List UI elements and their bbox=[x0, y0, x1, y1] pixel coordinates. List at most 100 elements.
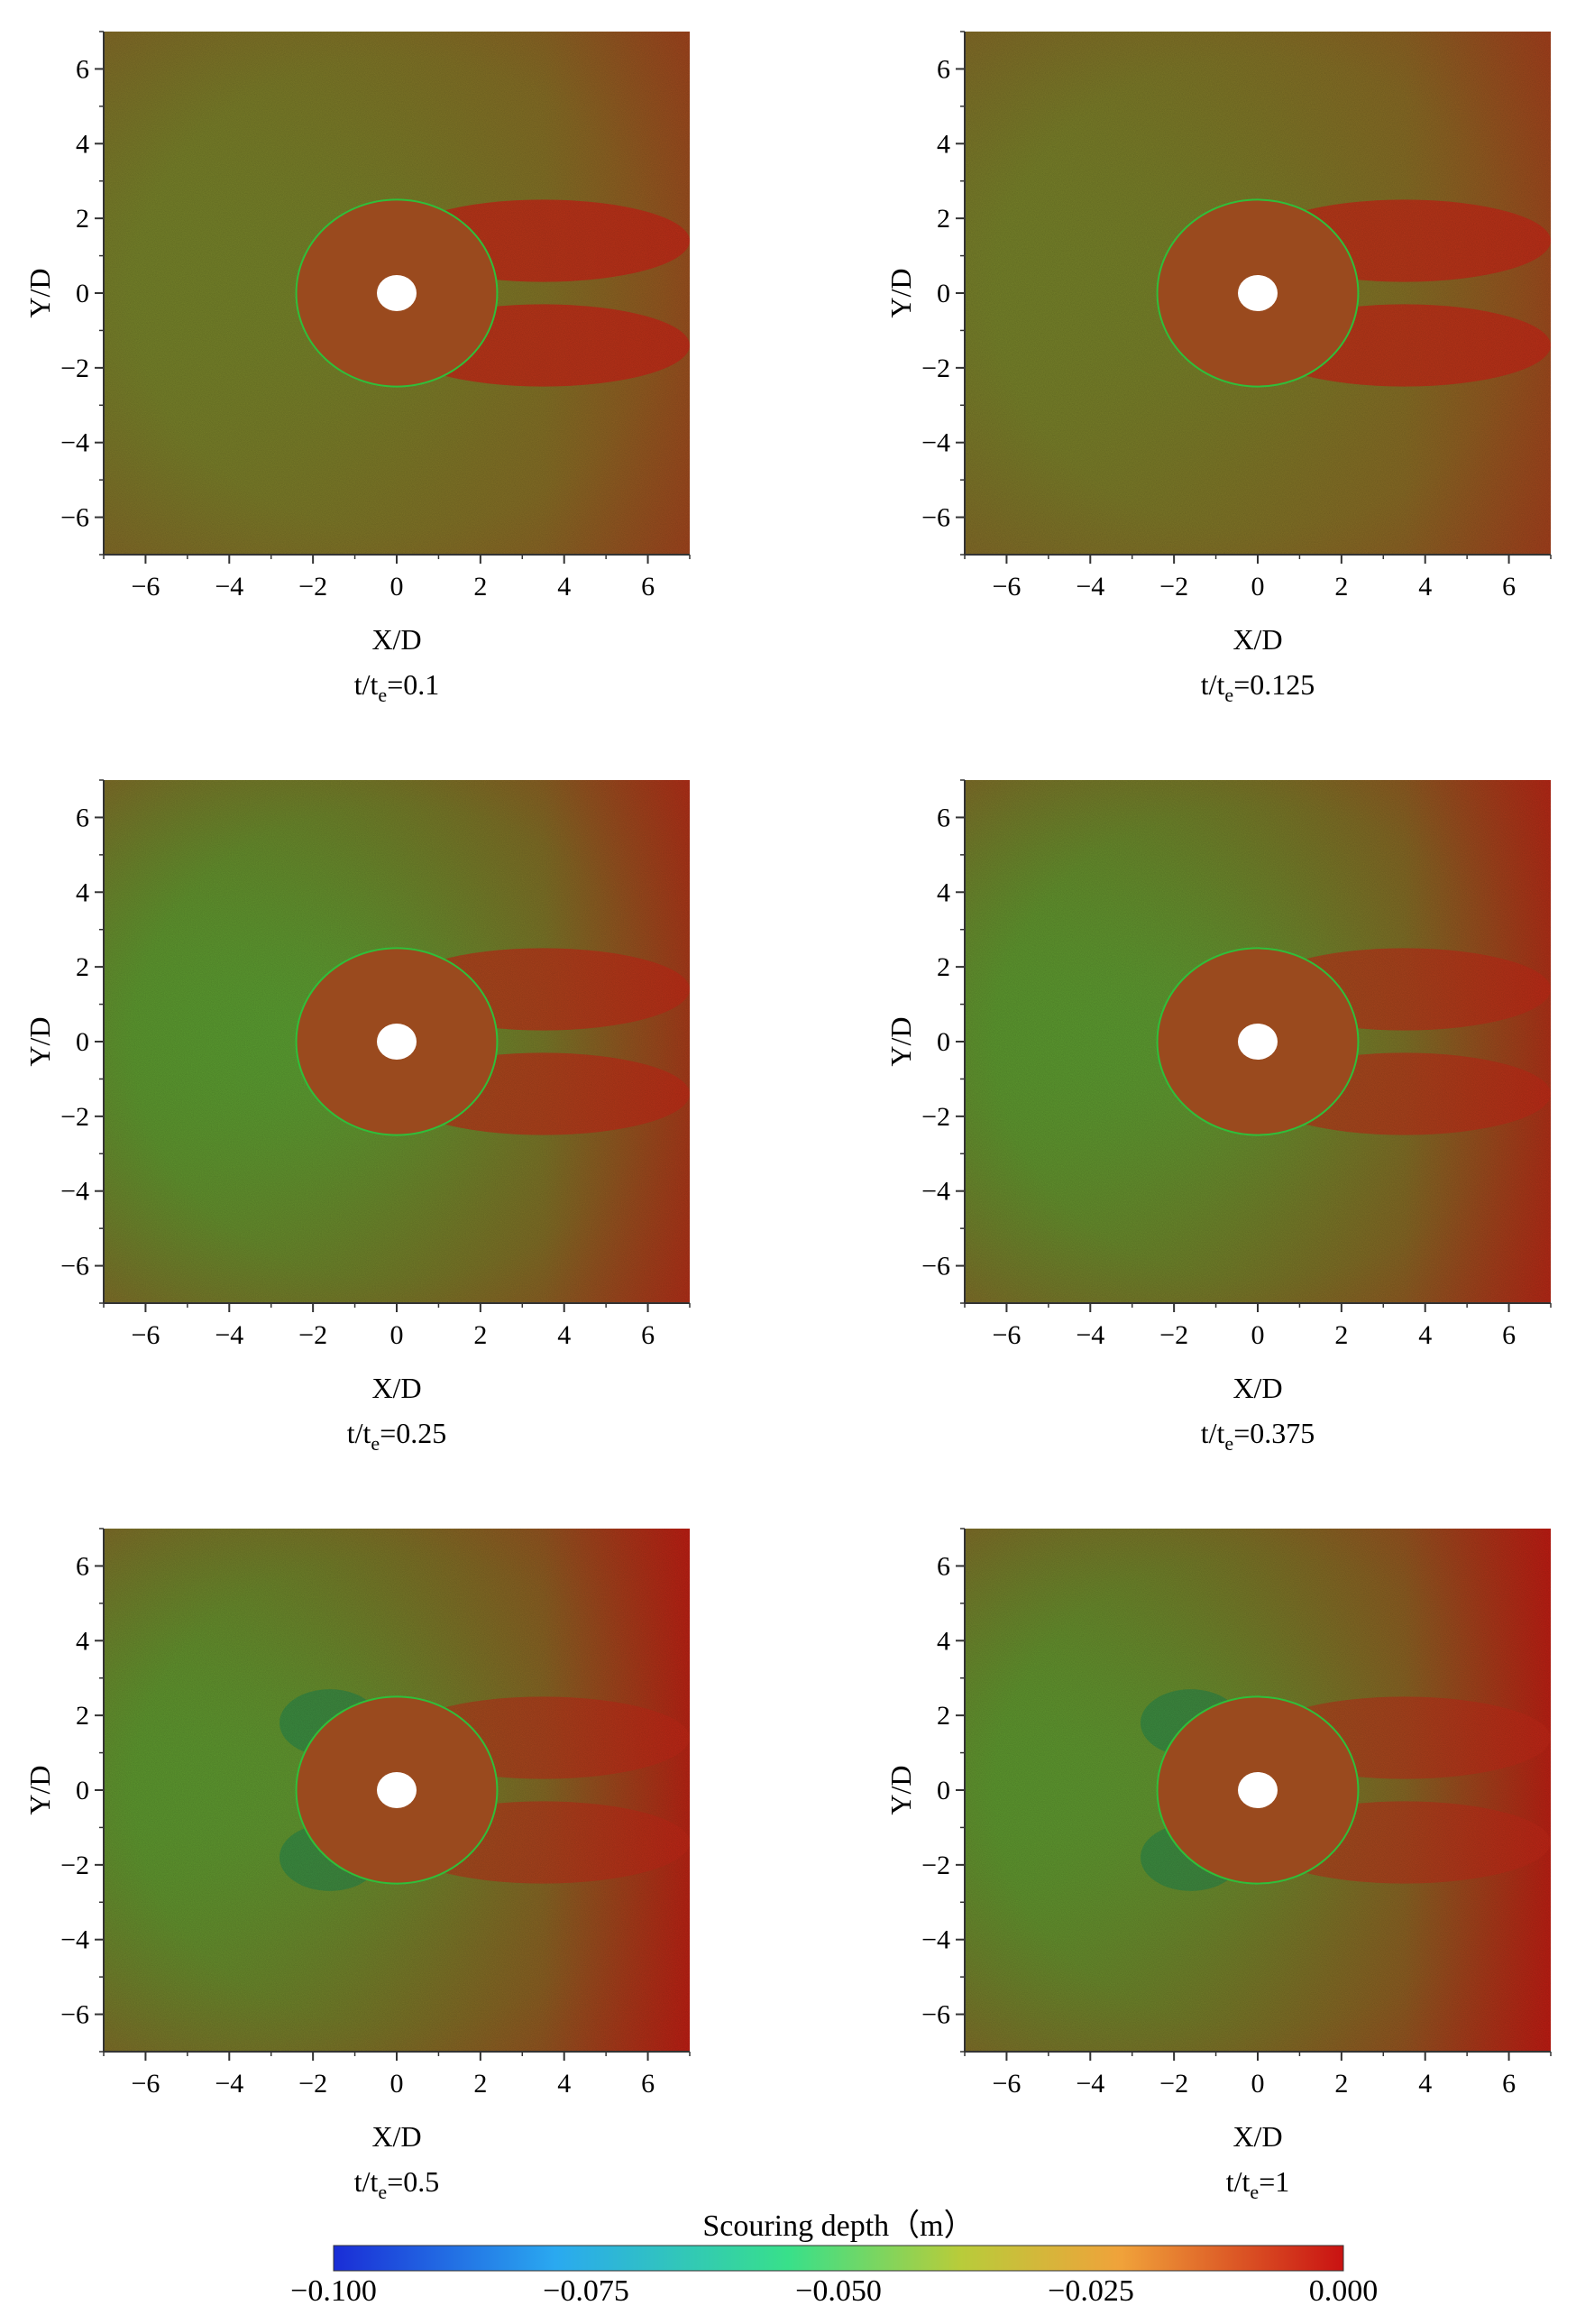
pile bbox=[1238, 1024, 1278, 1060]
y-tick-label: 2 bbox=[937, 204, 950, 234]
x-tick-label: 4 bbox=[557, 2069, 571, 2099]
y-tick-label: 4 bbox=[937, 1626, 950, 1656]
y-tick-label: −4 bbox=[921, 1177, 950, 1207]
y-axis-label: Y/D bbox=[884, 1016, 917, 1066]
time-label: t/te=0.25 bbox=[347, 1417, 446, 1455]
y-tick-label: 0 bbox=[937, 279, 950, 308]
time-label: t/te=0.5 bbox=[354, 2165, 439, 2203]
y-tick-label: 4 bbox=[76, 1626, 89, 1656]
scour-map-2: −6 −4 −2 0 2 4 6 6 4 2 0 −2 −4 −6 X/D Y/D t/te=0.25 bbox=[23, 779, 691, 1455]
y-tick-label: −6 bbox=[60, 1252, 89, 1281]
colorbar-tick-1: −0.100 bbox=[290, 2274, 377, 2308]
y-tick-label: 6 bbox=[76, 1551, 89, 1581]
y-tick-label: 6 bbox=[76, 54, 89, 84]
x-tick-label: 2 bbox=[473, 1320, 487, 1350]
x-tick-label: 0 bbox=[1251, 572, 1265, 602]
time-label: t/te=0.125 bbox=[1201, 668, 1315, 706]
y-tick-label: −2 bbox=[60, 354, 89, 383]
time-label: t/te=0.375 bbox=[1201, 1417, 1315, 1455]
y-axis-label: Y/D bbox=[23, 268, 56, 317]
x-tick-label: −4 bbox=[215, 2069, 243, 2099]
panel-t-0.25: −6 −4 −2 0 2 4 6 6 4 2 0 −2 −4 −6 X/D Y/D t/te=0.25 bbox=[0, 749, 703, 1470]
scour-map-5: −6 −4 −2 0 2 4 6 6 4 2 0 −2 −4 −6 X/D Y/D t/te=1 bbox=[884, 1528, 1552, 2203]
panel-t-0.1: −6 −4 −2 0 2 4 6 6 4 2 0 −2 −4 −6 X/D Y/D t/te=0.1 bbox=[0, 0, 703, 721]
y-tick-label: 6 bbox=[937, 1551, 950, 1581]
y-tick-label: −2 bbox=[921, 354, 950, 383]
time-label: t/te=0.1 bbox=[354, 668, 439, 706]
y-tick-label: −4 bbox=[60, 1177, 89, 1207]
y-axis-label: Y/D bbox=[884, 268, 917, 317]
pile bbox=[377, 275, 417, 311]
x-tick-label: −2 bbox=[298, 2069, 327, 2099]
x-tick-label: −4 bbox=[1076, 2069, 1104, 2099]
y-tick-label: 0 bbox=[76, 1776, 89, 1805]
y-tick-label: 0 bbox=[937, 1027, 950, 1057]
x-axis-label: X/D bbox=[371, 1372, 421, 1404]
colorbar-tick-3: −0.050 bbox=[795, 2274, 882, 2308]
y-tick-label: 2 bbox=[937, 1701, 950, 1731]
pile bbox=[377, 1772, 417, 1808]
x-axis-label: X/D bbox=[1232, 2120, 1282, 2153]
y-tick-label: 4 bbox=[937, 129, 950, 159]
y-tick-label: 6 bbox=[937, 54, 950, 84]
y-tick-label: 6 bbox=[76, 803, 89, 832]
x-tick-label: 0 bbox=[390, 572, 404, 602]
x-tick-label: −2 bbox=[1159, 572, 1188, 602]
x-tick-label: −6 bbox=[992, 572, 1021, 602]
y-tick-label: 4 bbox=[76, 129, 89, 159]
x-tick-label: −4 bbox=[215, 572, 243, 602]
y-tick-label: 0 bbox=[76, 279, 89, 308]
y-tick-label: 0 bbox=[76, 1027, 89, 1057]
y-tick-label: −2 bbox=[60, 1102, 89, 1132]
scour-map-1: −6 −4 −2 0 2 4 6 6 4 2 0 −2 −4 −6 X/D Y/D t/te=0.125 bbox=[884, 31, 1552, 706]
x-tick-label: 4 bbox=[1418, 572, 1432, 602]
x-tick-label: −2 bbox=[1159, 2069, 1188, 2099]
y-tick-label: −4 bbox=[921, 428, 950, 458]
x-tick-label: −6 bbox=[131, 572, 160, 602]
x-tick-label: 4 bbox=[1418, 1320, 1432, 1350]
panel-t-0.5: −6 −4 −2 0 2 4 6 6 4 2 0 −2 −4 −6 X/D Y/D t/te=0.5 bbox=[0, 1497, 703, 2218]
y-tick-label: −2 bbox=[921, 1102, 950, 1132]
y-tick-label: 4 bbox=[76, 877, 89, 907]
x-axis-label: X/D bbox=[371, 623, 421, 656]
y-tick-label: −4 bbox=[921, 1925, 950, 1955]
x-tick-label: 6 bbox=[1502, 572, 1516, 602]
y-tick-label: −6 bbox=[921, 1252, 950, 1281]
x-tick-label: −2 bbox=[298, 1320, 327, 1350]
y-tick-label: −6 bbox=[921, 2000, 950, 2030]
x-tick-label: 4 bbox=[557, 1320, 571, 1350]
panel-t-0.125: −6 −4 −2 0 2 4 6 6 4 2 0 −2 −4 −6 X/D Y/D t/te=0.125 bbox=[861, 0, 1564, 721]
x-tick-label: −6 bbox=[992, 1320, 1021, 1350]
x-tick-label: 0 bbox=[1251, 1320, 1265, 1350]
x-tick-label: 6 bbox=[641, 2069, 655, 2099]
y-axis-label: Y/D bbox=[23, 1765, 56, 1814]
y-tick-label: −4 bbox=[60, 428, 89, 458]
scour-field bbox=[104, 780, 690, 1303]
x-tick-label: −2 bbox=[1159, 1320, 1188, 1350]
y-tick-label: −6 bbox=[60, 2000, 89, 2030]
x-tick-label: 0 bbox=[390, 2069, 404, 2099]
x-axis-label: X/D bbox=[1232, 1372, 1282, 1404]
x-tick-label: −4 bbox=[1076, 572, 1104, 602]
x-tick-label: 2 bbox=[1334, 2069, 1348, 2099]
y-tick-label: 2 bbox=[76, 204, 89, 234]
scour-map-4: −6 −4 −2 0 2 4 6 6 4 2 0 −2 −4 −6 X/D Y/D t/te=0.5 bbox=[23, 1528, 691, 2203]
y-tick-label: −2 bbox=[60, 1851, 89, 1880]
y-tick-label: −2 bbox=[921, 1851, 950, 1880]
x-tick-label: 6 bbox=[1502, 1320, 1516, 1350]
y-tick-label: 2 bbox=[937, 952, 950, 982]
colorbar-gradient bbox=[333, 2245, 1344, 2272]
colorbar-tick-2: −0.075 bbox=[543, 2274, 629, 2308]
x-tick-label: −4 bbox=[215, 1320, 243, 1350]
pile bbox=[377, 1024, 417, 1060]
colorbar-graphic bbox=[333, 2245, 1344, 2272]
x-tick-label: 4 bbox=[1418, 2069, 1432, 2099]
x-tick-label: 6 bbox=[1502, 2069, 1516, 2099]
y-tick-label: −6 bbox=[921, 503, 950, 533]
x-tick-label: 0 bbox=[1251, 2069, 1265, 2099]
scour-map-0: −6 −4 −2 0 2 4 6 6 4 2 0 −2 −4 −6 X/D Y/D t/te=0.1 bbox=[23, 31, 691, 706]
x-tick-label: −6 bbox=[131, 1320, 160, 1350]
y-tick-label: −6 bbox=[60, 503, 89, 533]
x-tick-label: 2 bbox=[473, 2069, 487, 2099]
